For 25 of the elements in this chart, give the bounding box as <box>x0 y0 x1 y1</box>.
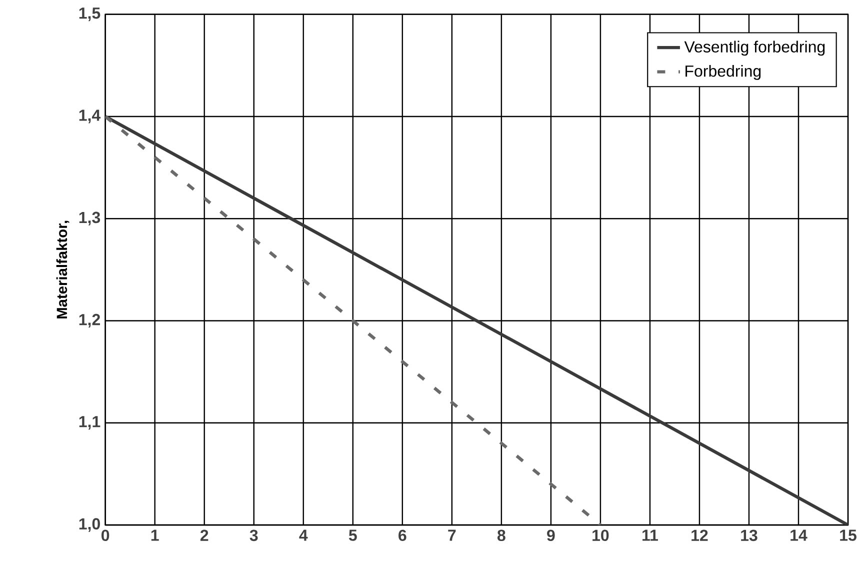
y-tick-label: 1,3 <box>79 212 100 226</box>
legend-label: Vesentlig forbedring <box>684 40 825 56</box>
y-tick-label: 1,2 <box>79 314 100 328</box>
x-tick-label: 5 <box>348 530 357 541</box>
x-tick-label: 4 <box>299 530 308 541</box>
y-axis-title: Materialfaktor, <box>56 220 70 318</box>
y-tick-label: 1,4 <box>79 110 101 124</box>
x-tick-label: 3 <box>250 530 258 542</box>
x-tick-label: 13 <box>741 530 758 542</box>
x-tick-label: 15 <box>840 530 856 541</box>
x-tick-label: 0 <box>102 530 110 542</box>
x-tick-label: 2 <box>200 530 208 541</box>
y-tick-label: 1,1 <box>79 416 100 430</box>
x-tick-label: 12 <box>692 530 708 541</box>
x-tick-label: 14 <box>790 530 808 541</box>
y-tick-label: 1,0 <box>79 518 100 532</box>
legend-label: Forbedring <box>686 65 761 80</box>
y-tick-label: 1,5 <box>79 8 100 22</box>
x-tick-label: 8 <box>497 530 506 542</box>
x-tick-label: 10 <box>592 530 609 542</box>
x-tick-label: 9 <box>547 530 555 542</box>
x-tick-label: 6 <box>398 530 406 542</box>
x-tick-label: 11 <box>642 530 658 541</box>
x-tick-label: 7 <box>448 530 456 541</box>
x-tick-label: 1 <box>151 530 159 541</box>
